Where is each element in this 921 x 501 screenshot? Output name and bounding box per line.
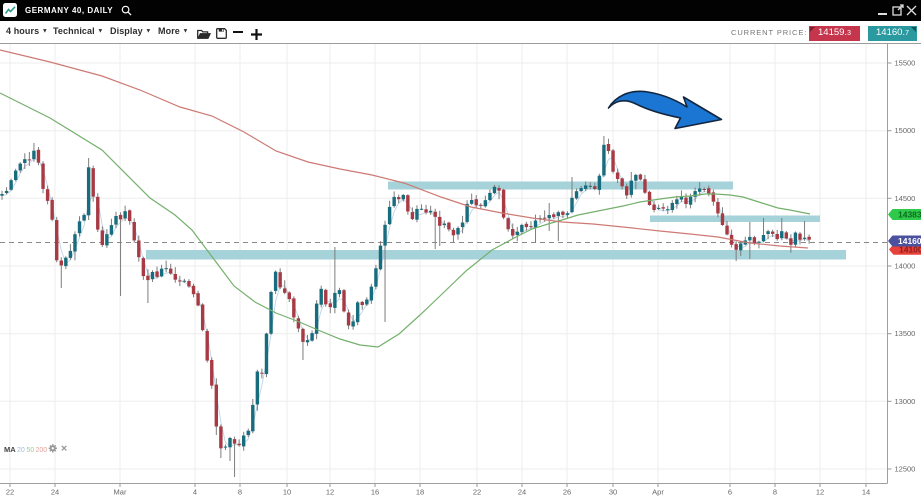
svg-text:13500: 13500 (895, 329, 916, 338)
svg-text:14500: 14500 (895, 194, 916, 203)
svg-text:12500: 12500 (895, 465, 916, 474)
svg-text:13000: 13000 (895, 397, 916, 406)
svg-text:10: 10 (283, 488, 291, 497)
svg-text:12: 12 (816, 488, 824, 497)
svg-text:16: 16 (371, 488, 379, 497)
svg-text:22: 22 (6, 488, 14, 497)
svg-text:50: 50 (27, 447, 35, 454)
svg-text:Apr: Apr (652, 488, 664, 497)
svg-text:8: 8 (773, 488, 777, 497)
svg-text:15500: 15500 (895, 59, 916, 68)
svg-text:14383: 14383 (898, 210, 921, 220)
svg-text:MA: MA (4, 445, 16, 454)
svg-text:14100.8: 14100.8 (899, 245, 921, 255)
svg-text:14000: 14000 (895, 262, 916, 271)
svg-text:30: 30 (609, 488, 617, 497)
svg-text:14160: 14160 (898, 236, 921, 246)
svg-text:26: 26 (563, 488, 571, 497)
svg-text:12: 12 (326, 488, 334, 497)
svg-text:15000: 15000 (895, 126, 916, 135)
svg-text:Mar: Mar (114, 488, 127, 497)
svg-text:20: 20 (17, 447, 25, 454)
svg-text:200: 200 (36, 447, 48, 454)
svg-text:24: 24 (51, 488, 59, 497)
svg-text:14: 14 (862, 488, 870, 497)
svg-text:4: 4 (193, 488, 197, 497)
svg-text:22: 22 (473, 488, 481, 497)
svg-text:18: 18 (416, 488, 424, 497)
svg-text:24: 24 (518, 488, 526, 497)
svg-text:6: 6 (728, 488, 732, 497)
svg-text:8: 8 (238, 488, 242, 497)
